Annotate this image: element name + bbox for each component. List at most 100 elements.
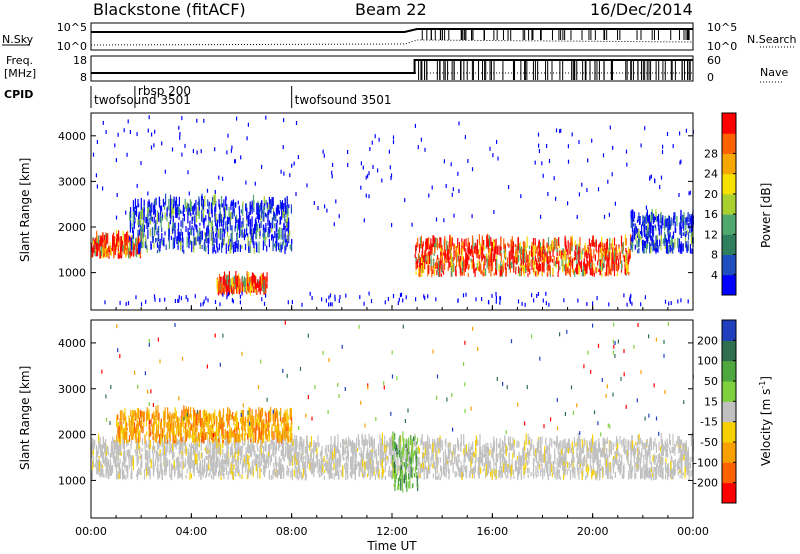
freq-trace [91, 59, 693, 74]
scatter-mark [179, 232, 181, 243]
scatter-mark [685, 222, 687, 231]
scatter-mark [528, 263, 530, 268]
scatter-speck [424, 296, 426, 301]
scatter-mark [271, 217, 273, 225]
scatter-speck [677, 299, 679, 304]
scatter-speck [226, 295, 228, 300]
scatter-mark [535, 271, 537, 277]
scatter-mark [134, 449, 136, 453]
scatter-mark [490, 266, 492, 277]
scatter-mark [642, 441, 644, 450]
scatter-mark [325, 460, 327, 471]
scatter-mark [616, 449, 618, 454]
scatter-mark [682, 472, 685, 476]
scatter-speck [363, 301, 365, 306]
scatter-mark [178, 207, 180, 216]
scatter-mark [669, 433, 671, 445]
scatter-mark [178, 231, 180, 243]
scatter-mark [649, 441, 651, 445]
scatter-mark [152, 236, 154, 242]
scatter-mark [561, 259, 563, 267]
scatter-mark [493, 241, 495, 251]
scatter-mark [318, 442, 320, 448]
scatter-speck [218, 175, 220, 180]
scatter-mark [157, 234, 159, 241]
scatter-mark [142, 230, 144, 239]
scatter-speck [404, 198, 406, 203]
scatter-mark [133, 245, 135, 257]
scatter-mark [470, 245, 473, 254]
scatter-mark [104, 239, 106, 249]
scatter-mark [248, 212, 250, 224]
scatter-mark [247, 444, 249, 453]
scatter-mark [674, 238, 676, 248]
scatter-mark [422, 453, 424, 459]
scatter-mark [183, 249, 185, 254]
scatter-mark [639, 464, 641, 469]
scatter-mark [686, 453, 688, 461]
scatter-mark [598, 438, 600, 450]
scatter-mark [208, 209, 210, 219]
scatter-mark [211, 474, 213, 479]
scatter-mark [593, 272, 595, 277]
scatter-mark [245, 447, 247, 457]
scatter-mark [578, 451, 580, 460]
scatter-mark [431, 448, 433, 461]
scatter-mark [206, 209, 209, 214]
scatter-mark [206, 227, 208, 236]
scatter-mark [639, 231, 642, 235]
scatter-mark [680, 221, 682, 230]
scatter-mark [465, 444, 467, 456]
scatter-mark [327, 444, 329, 452]
scatter-mark [489, 460, 491, 469]
scatter-mark [96, 230, 98, 241]
scatter-mark [169, 220, 171, 225]
scatter-mark [646, 473, 648, 478]
scatter-mark [561, 456, 563, 460]
scatter-mark [275, 440, 277, 448]
scatter-mark [275, 232, 277, 245]
scatter-mark [691, 222, 693, 233]
scatter-speck [245, 180, 247, 185]
scatter-mark [634, 463, 636, 467]
scatter-mark [473, 246, 475, 254]
scatter-mark [601, 273, 603, 277]
scatter-mark [415, 441, 417, 451]
scatter-mark [427, 252, 429, 265]
scatter-speck [154, 297, 156, 302]
scatter-mark [556, 463, 558, 469]
scatter-speck [541, 161, 543, 166]
scatter-mark [526, 258, 528, 263]
scatter-speck [662, 144, 664, 149]
scatter-mark [444, 471, 446, 477]
scatter-mark [253, 243, 255, 254]
scatter-mark [135, 247, 137, 256]
scatter-mark [257, 284, 259, 288]
scatter-mark [191, 444, 194, 449]
scatter-mark [223, 473, 225, 480]
scatter-mark [129, 254, 131, 259]
scatter-mark [321, 467, 323, 476]
scatter-mark [211, 453, 213, 460]
scatter-mark [142, 235, 144, 248]
scatter-mark [420, 437, 423, 445]
scatter-mark [590, 247, 592, 258]
scatter-mark [511, 241, 513, 254]
scatter-mark [239, 225, 241, 238]
scatter-speck [481, 297, 483, 301]
scatter-mark [160, 436, 162, 446]
scatter-mark [163, 454, 165, 466]
scatter-mark [315, 442, 317, 450]
scatter-speck [542, 298, 544, 303]
scatter-mark [481, 258, 483, 263]
scatter-mark [510, 239, 512, 250]
scatter-speck [148, 115, 150, 120]
scatter-mark [636, 219, 639, 223]
scatter-mark [486, 256, 488, 268]
scatter-mark [453, 250, 455, 261]
scatter-mark [143, 213, 145, 217]
scatter-mark [518, 463, 520, 474]
scatter-mark [233, 435, 235, 446]
scatter-mark [219, 228, 221, 240]
